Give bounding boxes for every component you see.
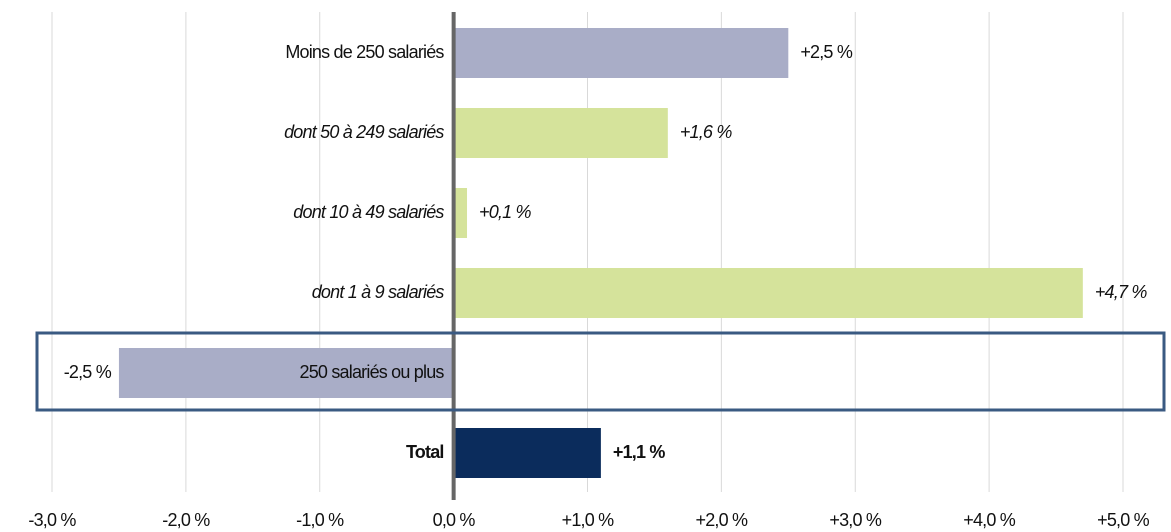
value-label: -2,5 % (64, 362, 112, 382)
category-label: dont 10 à 49 salariés (293, 202, 444, 222)
bar (453, 188, 468, 238)
bar (453, 428, 601, 478)
x-tick-label: -3,0 % (28, 510, 76, 530)
x-tick-label: -1,0 % (296, 510, 344, 530)
category-label: dont 50 à 249 salariés (284, 122, 444, 142)
x-tick-label: 0,0 % (433, 510, 476, 530)
bar (453, 28, 789, 78)
category-label: dont 1 à 9 salariés (312, 282, 445, 302)
value-label: +4,7 % (1095, 282, 1148, 302)
highlight-box (35, 331, 1166, 412)
bar (453, 268, 1083, 318)
x-tick-label: +2,0 % (696, 510, 749, 530)
x-tick-label: +1,0 % (562, 510, 615, 530)
category-label: 250 salariés ou plus (300, 362, 445, 382)
value-label: +1,1 % (613, 442, 666, 462)
category-label: Total (406, 442, 444, 462)
bar (118, 348, 454, 398)
category-label: Moins de 250 salariés (285, 42, 444, 62)
x-tick-label: -2,0 % (162, 510, 210, 530)
bar (453, 108, 668, 158)
value-label: +1,6 % (680, 122, 733, 142)
x-tick-label: +4,0 % (963, 510, 1016, 530)
value-label: +0,1 % (479, 202, 532, 222)
value-label: +2,5 % (800, 42, 853, 62)
x-tick-label: +3,0 % (829, 510, 882, 530)
x-tick-label: +5,0 % (1097, 510, 1150, 530)
